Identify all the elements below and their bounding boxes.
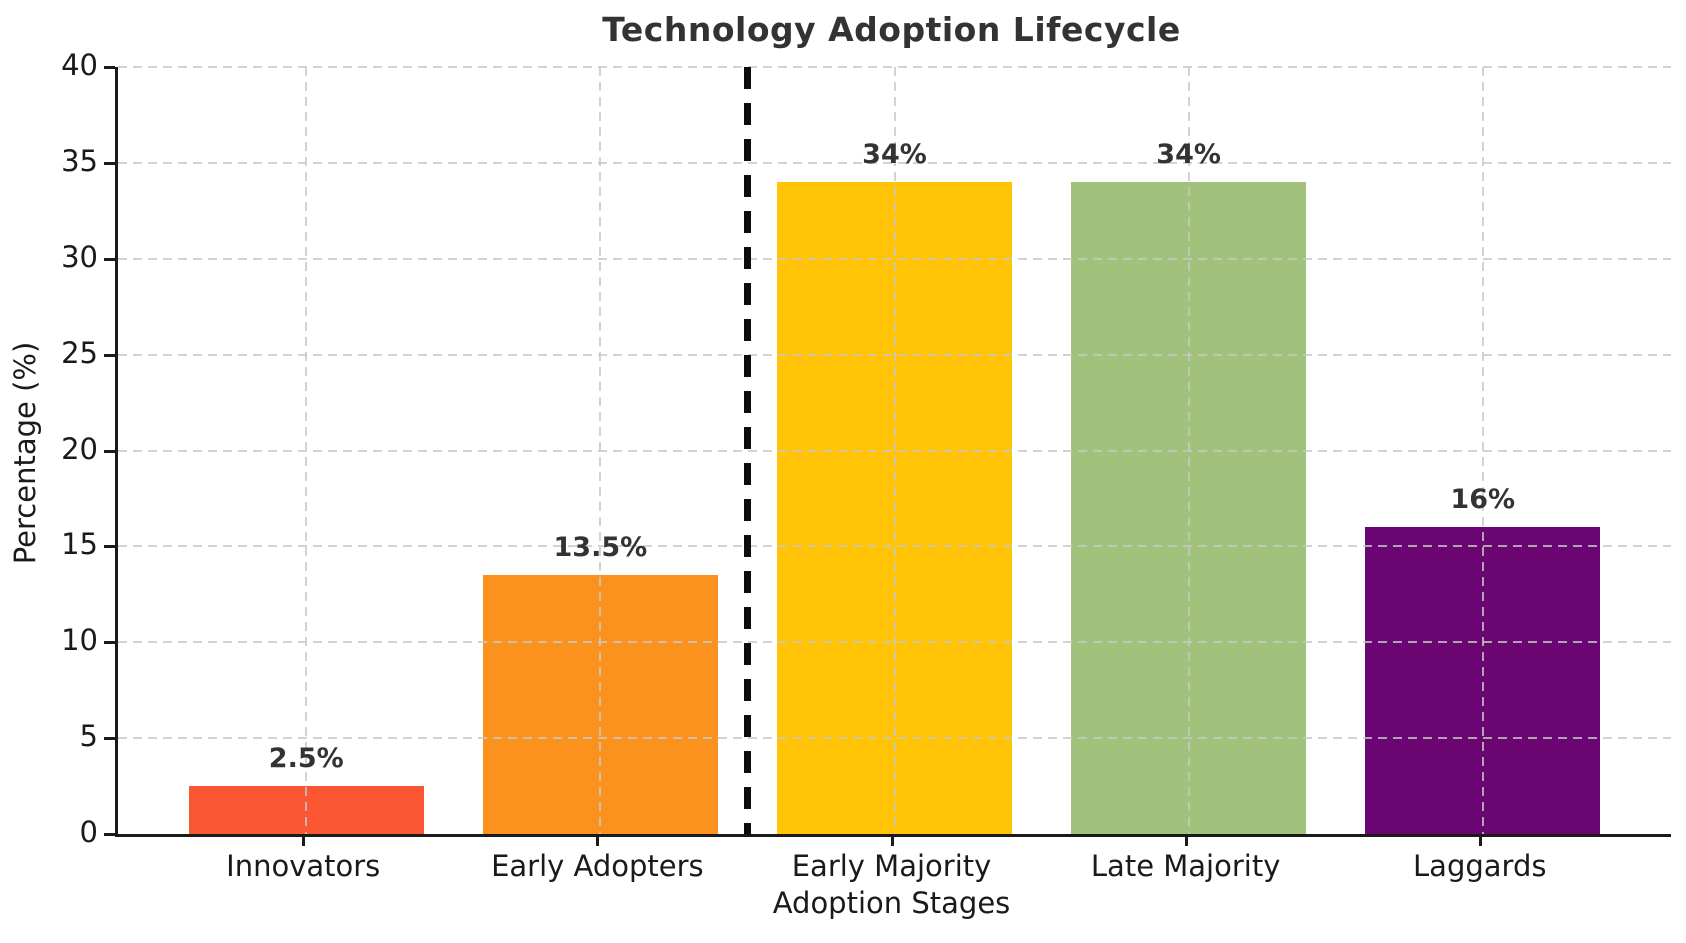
x-tick-label: Early Majority: [791, 849, 992, 883]
bar-early-majority: [776, 182, 1013, 834]
y-tick-label: 15: [61, 527, 98, 562]
x-tick-mark: [596, 837, 600, 846]
grid-line-horizontal: [118, 66, 1671, 68]
bar-value-label: 13.5%: [553, 532, 648, 564]
y-tick-label: 25: [61, 335, 98, 370]
y-tick-mark: [104, 257, 115, 261]
grid-line-vertical: [305, 67, 308, 834]
y-tick-mark: [104, 833, 115, 836]
y-tick-mark: [104, 545, 115, 549]
y-tick-label: 35: [61, 143, 98, 178]
y-tick-mark: [104, 641, 115, 645]
y-tick-label: 30: [61, 239, 98, 274]
x-tick-label: Innovators: [226, 849, 381, 883]
y-tick-mark: [104, 449, 115, 453]
bar-value-label: 34%: [862, 139, 927, 171]
plot-area: 2.5% 13.5% 34% 34% 16%: [115, 66, 1671, 837]
bar-value-label: 34%: [1156, 139, 1221, 171]
bar-early-adopters: [482, 575, 719, 834]
y-tick-label: 20: [61, 431, 98, 466]
chart-title: Technology Adoption Lifecycle: [602, 10, 1181, 49]
y-tick-mark: [104, 161, 115, 165]
x-tick-label: Laggards: [1413, 849, 1547, 883]
x-tick-mark: [1184, 837, 1188, 846]
y-tick-mark: [104, 737, 115, 741]
y-tick-label: 0: [79, 815, 98, 849]
y-tick-label: 5: [79, 719, 98, 754]
y-tick-label: 40: [61, 48, 98, 82]
bar-value-label: 2.5%: [268, 743, 344, 775]
y-tick-mark: [104, 66, 115, 69]
x-tick-mark: [890, 837, 894, 846]
bar-laggards: [1365, 527, 1601, 834]
x-axis-label: Adoption Stages: [772, 886, 1011, 920]
bar-innovators: [188, 786, 424, 834]
separator-line: [743, 67, 751, 834]
x-tick-mark: [1478, 837, 1482, 846]
x-tick-label: Early Adopters: [491, 849, 704, 883]
x-tick-mark: [302, 837, 306, 846]
bar-value-label: 16%: [1450, 484, 1516, 516]
x-tick-label: Late Majority: [1090, 849, 1281, 883]
bar-late-majority: [1070, 182, 1307, 834]
y-tick-label: 10: [61, 623, 98, 658]
y-tick-mark: [104, 353, 115, 357]
